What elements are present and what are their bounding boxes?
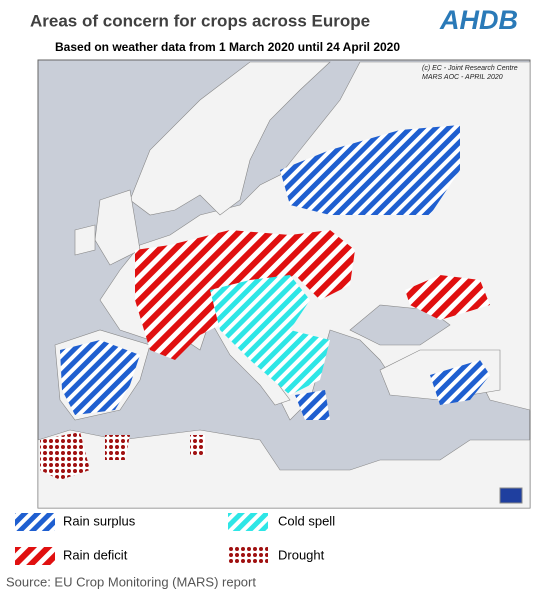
subtitle: Based on weather data from 1 March 2020 … bbox=[55, 40, 400, 54]
legend-label: Drought bbox=[278, 547, 325, 562]
legend-label: Rain surplus bbox=[63, 513, 136, 528]
legend-swatch bbox=[15, 547, 55, 565]
rain-surplus-area bbox=[280, 125, 460, 215]
source: Source: EU Crop Monitoring (MARS) report bbox=[6, 574, 256, 589]
drought-area bbox=[190, 435, 205, 455]
legend-swatch bbox=[228, 513, 268, 531]
africa bbox=[37, 429, 531, 509]
rain-deficit-area bbox=[405, 275, 490, 320]
legend-label: Cold spell bbox=[278, 513, 335, 528]
legend-swatch bbox=[15, 513, 55, 531]
drought-area bbox=[40, 432, 90, 480]
eu-logo bbox=[499, 487, 523, 504]
legend-swatch bbox=[228, 547, 268, 565]
scandinavia bbox=[129, 61, 331, 216]
logo: AHDB bbox=[439, 5, 518, 35]
rain-surplus-area bbox=[60, 340, 140, 415]
credit: MARS AOC - APRIL 2020 bbox=[422, 74, 503, 81]
cold-spell-area bbox=[210, 275, 330, 395]
map: (c) EC - Joint Research Centre MARS AOC … bbox=[37, 59, 531, 509]
britain bbox=[94, 189, 141, 266]
legend: Rain surplus Cold spell Rain deficit Dro… bbox=[15, 513, 335, 565]
ireland bbox=[74, 224, 96, 256]
legend-label: Rain deficit bbox=[63, 547, 128, 562]
title: Areas of concern for crops across Europe bbox=[30, 11, 370, 30]
rain-surplus-area bbox=[430, 360, 490, 405]
credit: (c) EC - Joint Research Centre bbox=[422, 65, 518, 72]
rain-surplus-area bbox=[295, 390, 330, 420]
black-sea bbox=[349, 304, 451, 346]
concern-areas bbox=[40, 125, 490, 480]
drought-area bbox=[105, 435, 130, 460]
